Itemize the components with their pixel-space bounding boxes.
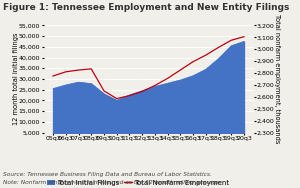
Text: Figure 1: Tennessee Employment and New Entity Filings: Figure 1: Tennessee Employment and New E… [3, 3, 290, 12]
Text: Source: Tennessee Business Filing Data and Bureau of Labor Statistics.: Source: Tennessee Business Filing Data a… [3, 172, 212, 177]
Y-axis label: 12 month total initial filings: 12 month total initial filings [13, 33, 19, 125]
Y-axis label: Total nonfarm employment, thousands: Total nonfarm employment, thousands [274, 14, 280, 144]
Legend: Total Initial Filings, Total Nonfarm Employment: Total Initial Filings, Total Nonfarm Emp… [44, 177, 232, 188]
Text: Note: Nonfarm employment is measured as the 12 month rolling average.: Note: Nonfarm employment is measured as … [3, 180, 222, 185]
